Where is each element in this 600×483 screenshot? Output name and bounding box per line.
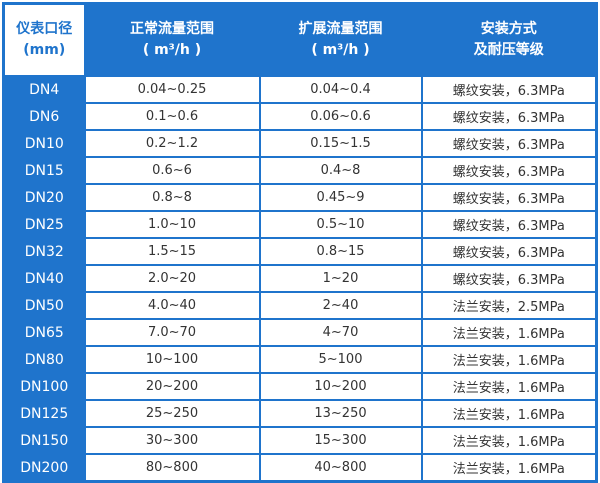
normal-flow-cell: 0.8~8 (83, 183, 261, 212)
size-cell: DN65 (2, 318, 86, 347)
column-header: 安装方式 及耐压等级 (420, 2, 598, 77)
column-header-line1: 安装方式 (480, 21, 537, 37)
normal-flow-cell: 10~100 (83, 345, 261, 374)
extended-flow-cell: 5~100 (258, 345, 423, 374)
size-cell: DN25 (2, 210, 86, 239)
table-row: DN150 30~300 15~300 法兰安装，1.6MPa (2, 426, 598, 455)
size-cell: DN4 (2, 75, 86, 104)
install-cell: 螺纹安装，6.3MPa (420, 264, 598, 293)
normal-flow-cell: 0.1~0.6 (83, 102, 261, 131)
table-row: DN65 7.0~70 4~70 法兰安装，1.6MPa (2, 318, 598, 347)
install-cell: 法兰安装，2.5MPa (420, 291, 598, 320)
column-header: 仪表口径 (mm) (2, 2, 86, 77)
install-cell: 法兰安装，1.6MPa (420, 453, 598, 483)
extended-flow-cell: 10~200 (258, 372, 423, 401)
size-cell: DN10 (2, 129, 86, 158)
column-header-line2: (mm) (23, 42, 66, 58)
extended-flow-cell: 0.15~1.5 (258, 129, 423, 158)
install-cell: 螺纹安装，6.3MPa (420, 183, 598, 212)
size-cell: DN32 (2, 237, 86, 266)
install-cell: 螺纹安装，6.3MPa (420, 129, 598, 158)
normal-flow-cell: 2.0~20 (83, 264, 261, 293)
size-cell: DN200 (2, 453, 86, 483)
table-row: DN50 4.0~40 2~40 法兰安装，2.5MPa (2, 291, 598, 320)
column-header-line2: ( m³/h ) (142, 42, 202, 58)
column-header: 正常流量范围 ( m³/h ) (83, 2, 261, 77)
table-row: DN6 0.1~0.6 0.06~0.6 螺纹安装，6.3MPa (2, 102, 598, 131)
size-cell: DN15 (2, 156, 86, 185)
extended-flow-cell: 40~800 (258, 453, 423, 483)
normal-flow-cell: 0.6~6 (83, 156, 261, 185)
normal-flow-cell: 1.0~10 (83, 210, 261, 239)
table-row: DN40 2.0~20 1~20 螺纹安装，6.3MPa (2, 264, 598, 293)
extended-flow-cell: 13~250 (258, 399, 423, 428)
extended-flow-cell: 0.4~8 (258, 156, 423, 185)
extended-flow-cell: 0.8~15 (258, 237, 423, 266)
normal-flow-cell: 1.5~15 (83, 237, 261, 266)
table-row: DN20 0.8~8 0.45~9 螺纹安装，6.3MPa (2, 183, 598, 212)
size-cell: DN80 (2, 345, 86, 374)
normal-flow-cell: 80~800 (83, 453, 261, 483)
table-row: DN100 20~200 10~200 法兰安装，1.6MPa (2, 372, 598, 401)
extended-flow-cell: 0.06~0.6 (258, 102, 423, 131)
install-cell: 法兰安装，1.6MPa (420, 345, 598, 374)
size-cell: DN100 (2, 372, 86, 401)
table-row: DN32 1.5~15 0.8~15 螺纹安装，6.3MPa (2, 237, 598, 266)
extended-flow-cell: 15~300 (258, 426, 423, 455)
size-cell: DN20 (2, 183, 86, 212)
normal-flow-cell: 7.0~70 (83, 318, 261, 347)
install-cell: 螺纹安装，6.3MPa (420, 75, 598, 104)
install-cell: 螺纹安装，6.3MPa (420, 237, 598, 266)
table-row: DN15 0.6~6 0.4~8 螺纹安装，6.3MPa (2, 156, 598, 185)
size-cell: DN6 (2, 102, 86, 131)
install-cell: 法兰安装，1.6MPa (420, 318, 598, 347)
extended-flow-cell: 4~70 (258, 318, 423, 347)
normal-flow-cell: 20~200 (83, 372, 261, 401)
column-header-line2: 及耐压等级 (473, 42, 544, 58)
normal-flow-cell: 30~300 (83, 426, 261, 455)
size-cell: DN50 (2, 291, 86, 320)
table-row: DN25 1.0~10 0.5~10 螺纹安装，6.3MPa (2, 210, 598, 239)
size-cell: DN40 (2, 264, 86, 293)
table-row: DN200 80~800 40~800 法兰安装，1.6MPa (2, 453, 598, 483)
install-cell: 螺纹安装，6.3MPa (420, 210, 598, 239)
column-header-line1: 正常流量范围 (130, 21, 214, 37)
extended-flow-cell: 0.45~9 (258, 183, 423, 212)
table-row: DN125 25~250 13~250 法兰安装，1.6MPa (2, 399, 598, 428)
extended-flow-cell: 0.04~0.4 (258, 75, 423, 104)
extended-flow-cell: 2~40 (258, 291, 423, 320)
normal-flow-cell: 0.04~0.25 (83, 75, 261, 104)
size-cell: DN150 (2, 426, 86, 455)
install-cell: 法兰安装，1.6MPa (420, 399, 598, 428)
size-cell: DN125 (2, 399, 86, 428)
install-cell: 螺纹安装，6.3MPa (420, 102, 598, 131)
install-cell: 螺纹安装，6.3MPa (420, 156, 598, 185)
column-header-line2: ( m³/h ) (311, 42, 370, 58)
install-cell: 法兰安装，1.6MPa (420, 372, 598, 401)
header-row: 仪表口径 (mm) 正常流量范围 ( m³/h ) 扩展流量范围 ( m³/h ) 安装方式… (2, 2, 598, 77)
table-row: DN80 10~100 5~100 法兰安装，1.6MPa (2, 345, 598, 374)
normal-flow-cell: 0.2~1.2 (83, 129, 261, 158)
column-header-line1: 扩展流量范围 (298, 21, 383, 37)
extended-flow-cell: 0.5~10 (258, 210, 423, 239)
table-row: DN10 0.2~1.2 0.15~1.5 螺纹安装，6.3MPa (2, 129, 598, 158)
extended-flow-cell: 1~20 (258, 264, 423, 293)
table-row: DN4 0.04~0.25 0.04~0.4 螺纹安装，6.3MPa (2, 75, 598, 104)
normal-flow-cell: 4.0~40 (83, 291, 261, 320)
column-header-line1: 仪表口径 (16, 21, 73, 37)
normal-flow-cell: 25~250 (83, 399, 261, 428)
install-cell: 法兰安装，1.6MPa (420, 426, 598, 455)
column-header: 扩展流量范围 ( m³/h ) (258, 2, 423, 77)
